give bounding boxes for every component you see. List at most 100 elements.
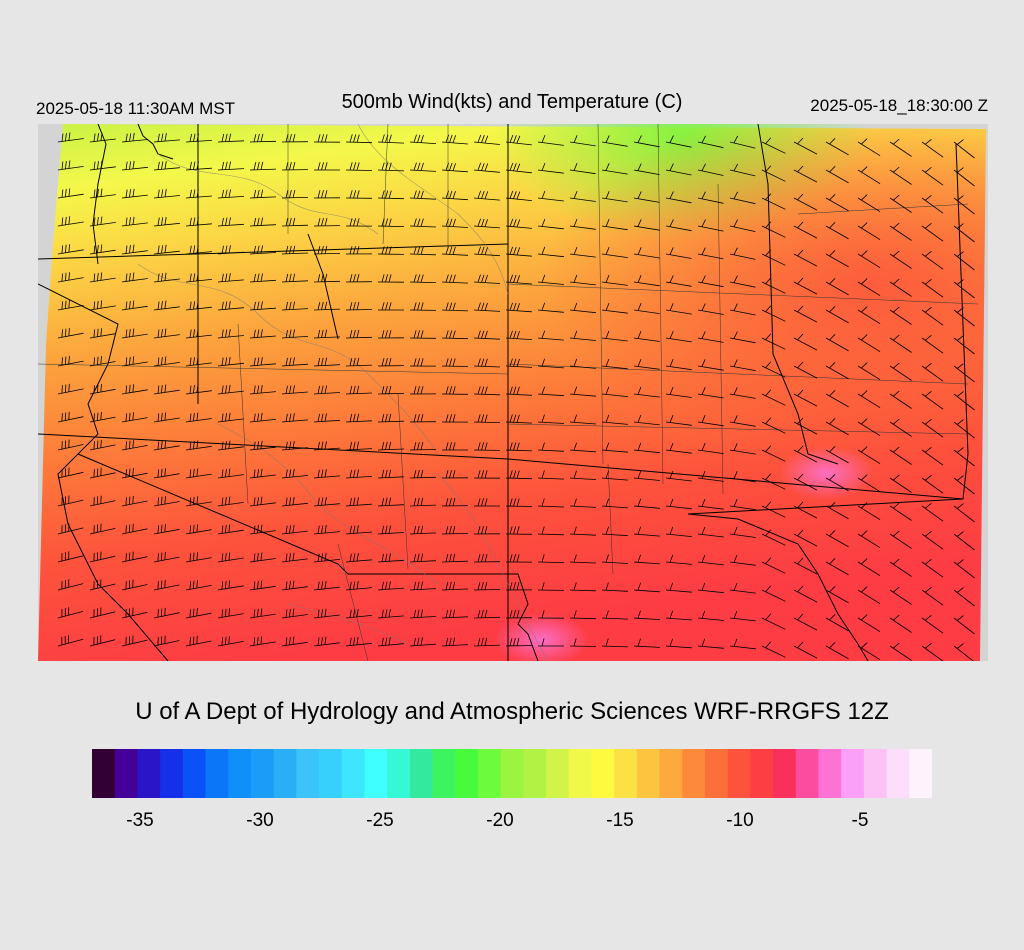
wind-barb	[89, 132, 116, 143]
wind-barb	[505, 610, 533, 619]
colorbar-swatch	[296, 749, 320, 798]
wind-barb	[185, 272, 212, 283]
wind-barb	[825, 194, 849, 212]
wind-barb	[89, 551, 116, 563]
wind-barb	[505, 386, 533, 396]
wind-barb	[409, 246, 437, 256]
colorbar-swatch	[546, 749, 570, 798]
wind-barb	[665, 275, 692, 287]
wind-barb	[633, 358, 660, 370]
temperature-field	[38, 124, 988, 661]
wind-barb	[377, 246, 405, 255]
wind-barb	[953, 447, 975, 467]
wind-barb	[281, 496, 308, 507]
wind-barb	[313, 552, 340, 563]
wind-barb	[921, 166, 944, 186]
colorbar-tick-label: -10	[726, 810, 754, 831]
wind-barb	[281, 329, 309, 339]
wind-barb	[281, 301, 309, 311]
wind-barb	[953, 279, 975, 299]
wind-barb	[185, 635, 212, 647]
wind-barb	[729, 191, 756, 205]
wind-barb	[89, 328, 116, 339]
wind-barb	[537, 498, 565, 508]
wind-barb	[857, 362, 881, 381]
colorbar-swatch	[523, 749, 547, 798]
wind-barb	[537, 358, 564, 369]
wind-barb	[409, 525, 437, 535]
wind-barb	[121, 216, 148, 227]
wind-barb	[505, 302, 532, 313]
wind-barb	[57, 523, 84, 535]
wind-barb	[89, 411, 116, 423]
wind-barb	[377, 553, 404, 563]
wind-barb	[345, 301, 373, 311]
wind-barb	[569, 163, 596, 175]
wind-barb	[473, 274, 501, 284]
wind-barb	[473, 581, 501, 591]
wind-barb	[569, 470, 597, 480]
wind-barb	[473, 190, 500, 201]
wind-barb	[345, 413, 373, 423]
wind-barb	[889, 166, 912, 185]
wind-barb	[505, 498, 533, 507]
wind-barb	[281, 552, 308, 563]
wind-barb	[729, 499, 756, 511]
wind-barb	[537, 134, 564, 146]
wind-barb	[505, 162, 532, 174]
colorbar-swatch	[114, 749, 138, 798]
wind-barb	[825, 586, 849, 604]
colorbar-swatch	[568, 749, 593, 798]
wind-barb	[473, 386, 501, 396]
wind-barb	[921, 306, 944, 326]
wind-barb	[889, 614, 912, 633]
wind-barb	[377, 497, 405, 507]
wind-barb	[857, 614, 881, 633]
wind-barb	[217, 552, 244, 563]
wind-barb	[249, 133, 277, 143]
wind-barb	[633, 470, 660, 481]
wind-barb	[473, 414, 501, 423]
colorbar-tick-label: -15	[606, 810, 634, 831]
wind-barb	[249, 217, 277, 227]
wind-barb	[473, 554, 501, 563]
county-lines	[38, 124, 979, 661]
wind-barb	[185, 580, 212, 591]
wind-barb	[825, 334, 849, 352]
wind-barb	[313, 441, 340, 451]
wind-barb	[889, 418, 912, 437]
wind-barb	[153, 244, 180, 255]
wind-barb	[313, 273, 341, 283]
wind-barb	[761, 445, 786, 462]
wind-barb	[825, 614, 849, 632]
wind-barb	[313, 329, 341, 339]
wind-barb	[537, 582, 565, 591]
wind-barb	[537, 246, 564, 258]
wind-barb	[889, 306, 912, 325]
wind-barb	[793, 529, 818, 547]
wind-barb	[825, 446, 849, 464]
utc-time-label: 2025-05-18_18:30:00 Z	[810, 96, 988, 115]
wind-barb	[153, 440, 180, 451]
wind-barb	[665, 135, 692, 148]
wind-barb	[345, 441, 373, 451]
wind-barb	[345, 134, 373, 144]
wind-barb	[793, 641, 818, 659]
wind-barb	[89, 160, 116, 171]
wind-barb	[89, 272, 116, 283]
temperature-wind-map	[38, 124, 988, 661]
wind-barb	[281, 580, 308, 591]
colorbar-swatch	[273, 749, 297, 798]
wind-barb	[953, 335, 975, 355]
wind-barb	[697, 247, 724, 260]
wind-barb	[537, 526, 565, 536]
wind-barb	[921, 138, 944, 158]
wind-barb	[153, 412, 180, 423]
wind-barb	[89, 579, 116, 591]
colorbar-swatch	[795, 749, 820, 798]
wind-barb	[825, 558, 849, 576]
wind-barb	[761, 473, 786, 490]
wind-barb	[601, 554, 629, 564]
wind-barb	[57, 579, 84, 591]
wind-barb	[249, 524, 276, 535]
